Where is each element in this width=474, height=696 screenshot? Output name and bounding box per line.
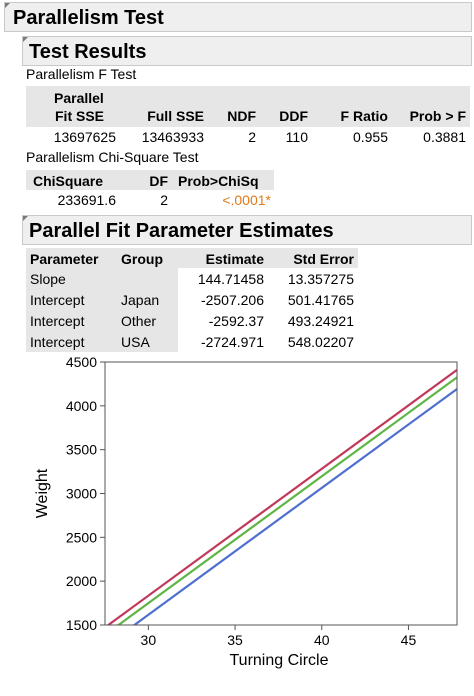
chi-test-header-row <box>26 170 274 190</box>
f-test-header-row <box>26 86 470 127</box>
x-tick-label: 40 <box>314 632 330 648</box>
cell-f-ratio: 0.955 <box>352 129 388 145</box>
fit-line-0 <box>106 368 457 625</box>
col-header-fit-sse: Fit SSE <box>55 108 105 124</box>
cell-prob-chisq: <.0001* <box>222 192 271 208</box>
x-axis: 30 35 40 45 <box>141 625 417 648</box>
cell-group: Japan <box>121 292 160 308</box>
cell-std-error: 493.24921 <box>287 313 354 329</box>
cell-parameter: Intercept <box>30 334 85 350</box>
col-header-full-sse: Full SSE <box>147 108 204 124</box>
cell-parameter: Intercept <box>30 292 85 308</box>
parallel-fit-chart[interactable]: 1500 2000 2500 3000 3500 4000 4500 30 35 40 45 We… <box>0 352 474 696</box>
col-header-parallel: Parallel <box>54 90 104 106</box>
section-title: Parallelism Test <box>13 7 164 29</box>
y-axis: 1500 2000 2500 3000 3500 4000 4500 <box>66 354 105 633</box>
cell-estimate: -2507.206 <box>200 292 264 308</box>
cell-ndf: 2 <box>248 129 256 145</box>
cell-parameter: Intercept <box>30 313 85 329</box>
parallelism-test-header[interactable]: Parallelism Test <box>4 2 472 32</box>
cell-std-error: 501.41765 <box>287 292 354 308</box>
cell-parallel-sse: 13697625 <box>53 129 116 145</box>
cell-std-error: 13.357275 <box>287 271 354 287</box>
col-header-std-error: Std Error <box>293 251 354 267</box>
col-header-ddf: DDF <box>279 108 308 124</box>
section-title: Parallel Fit Parameter Estimates <box>29 220 334 242</box>
disclosure-triangle-icon[interactable] <box>23 216 28 221</box>
y-tick-label: 2000 <box>66 573 97 589</box>
cell-std-error: 548.02207 <box>287 334 354 350</box>
fit-line-2 <box>132 388 457 625</box>
col-header-parameter: Parameter <box>30 251 99 267</box>
parameter-estimates-header[interactable]: Parallel Fit Parameter Estimates <box>22 215 472 245</box>
y-tick-label: 3000 <box>66 486 97 502</box>
col-header-chisquare: ChiSquare <box>33 173 104 189</box>
cell-estimate: -2724.971 <box>200 334 264 350</box>
col-header-f-ratio: F Ratio <box>340 108 388 124</box>
section-title: Test Results <box>29 41 147 63</box>
cell-parameter: Slope <box>30 271 66 287</box>
cell-chisquare: 233691.6 <box>57 192 116 208</box>
col-header-estimate: Estimate <box>205 251 264 267</box>
plot-frame <box>104 361 458 626</box>
f-test-label: Parallelism F Test <box>26 66 137 82</box>
cell-group: USA <box>121 334 150 350</box>
fit-line-1 <box>116 376 457 625</box>
disclosure-triangle-icon[interactable] <box>5 3 10 8</box>
test-results-header[interactable]: Test Results <box>22 36 472 66</box>
y-tick-label: 4000 <box>66 398 97 414</box>
estimates-label-columns <box>26 268 178 352</box>
chi-test-label: Parallelism Chi-Square Test <box>26 149 199 165</box>
y-axis-label: Weight <box>34 468 51 518</box>
col-header-group: Group <box>121 251 163 267</box>
x-axis-label: Turning Circle <box>230 652 329 669</box>
y-tick-label: 3500 <box>66 442 97 458</box>
estimates-header-row <box>26 248 358 268</box>
plot-lines <box>106 368 457 625</box>
cell-group: Other <box>121 313 157 329</box>
cell-df: 2 <box>160 192 168 208</box>
cell-full-sse: 13463933 <box>141 129 204 145</box>
cell-estimate: -2592.37 <box>208 313 264 329</box>
y-tick-label: 2500 <box>66 529 97 545</box>
col-header-prob-f: Prob > F <box>409 108 466 124</box>
x-tick-label: 45 <box>401 632 417 648</box>
cell-ddf: 110 <box>285 129 308 145</box>
y-tick-label: 4500 <box>66 354 97 370</box>
cell-estimate: 144.71458 <box>197 271 264 287</box>
disclosure-triangle-icon[interactable] <box>23 37 28 42</box>
cell-prob-f: 0.3881 <box>423 129 466 145</box>
col-header-ndf: NDF <box>227 108 256 124</box>
x-tick-label: 30 <box>141 632 157 648</box>
x-tick-label: 35 <box>227 632 243 648</box>
y-tick-label: 1500 <box>66 617 97 633</box>
col-header-prob-chisq: Prob>ChiSq <box>178 173 259 189</box>
col-header-df: DF <box>149 173 168 189</box>
